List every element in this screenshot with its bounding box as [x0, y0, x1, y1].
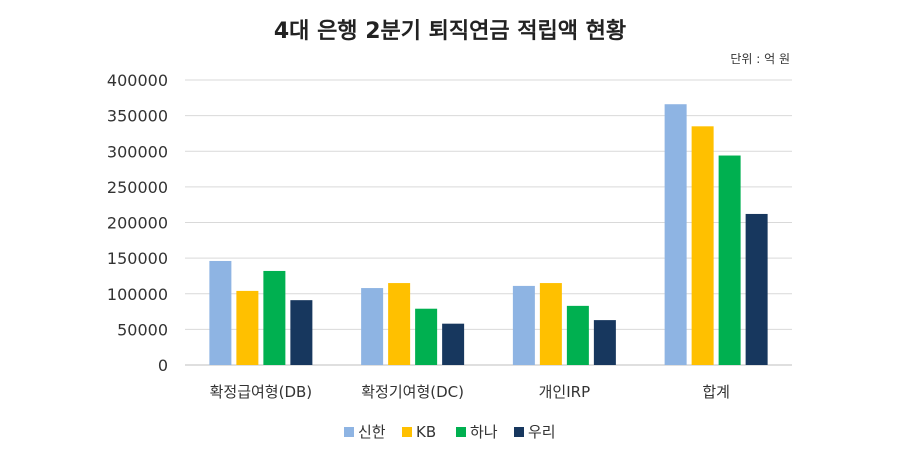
y-tick-label: 350000 [107, 107, 168, 126]
bar-우리-합계 [745, 213, 768, 365]
x-tick-label: 개인IRP [539, 383, 591, 401]
legend-swatch-신한 [344, 427, 354, 437]
chart-title: 4대 은행 2분기 퇴직연금 적립액 현황 [274, 19, 626, 44]
bar-우리-확정급여형(DB) [290, 300, 313, 365]
bar-우리-개인IRP [593, 320, 616, 365]
y-tick-label: 300000 [107, 142, 168, 161]
bar-우리-확정기여형(DC) [442, 323, 465, 365]
y-tick-label: 50000 [117, 320, 168, 339]
bar-신한-개인IRP [512, 285, 535, 365]
y-tick-label: 150000 [107, 249, 168, 268]
bar-KB-확정급여형(DB) [236, 290, 259, 365]
y-tick-label: 0 [158, 356, 168, 375]
x-tick-label: 확정기여형(DC) [361, 383, 464, 401]
bar-KB-확정기여형(DC) [388, 283, 411, 365]
legend-label: KB [416, 423, 436, 441]
legend-label: 우리 [528, 423, 556, 441]
bar-하나-확정급여형(DB) [263, 270, 286, 365]
legend-label: 신한 [358, 423, 386, 441]
bar-신한-확정기여형(DC) [361, 288, 384, 365]
bars [209, 104, 768, 365]
bar-신한-합계 [664, 104, 687, 365]
x-axis-ticks: 확정급여형(DB) 확정기여형(DC) 개인IRP 합계 [210, 383, 730, 401]
y-tick-label: 200000 [107, 214, 168, 233]
legend-swatch-KB [402, 427, 412, 437]
y-axis-ticks: 0 50000 100000 150000 200000 250000 300000 3500… [107, 71, 168, 375]
y-tick-label: 250000 [107, 178, 168, 197]
legend: 신한 KB 하나 우리 [344, 423, 556, 441]
bar-하나-개인IRP [566, 305, 589, 365]
gridlines [185, 79, 792, 366]
legend-swatch-우리 [514, 427, 524, 437]
unit-label: 단위 : 억 원 [730, 52, 790, 66]
bar-KB-합계 [691, 126, 714, 365]
y-tick-label: 400000 [107, 71, 168, 90]
bar-KB-개인IRP [539, 283, 562, 365]
y-tick-label: 100000 [107, 285, 168, 304]
legend-label: 하나 [470, 423, 498, 441]
bar-신한-확정급여형(DB) [209, 260, 232, 365]
x-tick-label: 합계 [702, 383, 730, 401]
legend-swatch-하나 [456, 427, 466, 437]
bar-하나-합계 [718, 155, 741, 365]
bar-하나-확정기여형(DC) [415, 308, 438, 365]
x-tick-label: 확정급여형(DB) [210, 383, 313, 401]
